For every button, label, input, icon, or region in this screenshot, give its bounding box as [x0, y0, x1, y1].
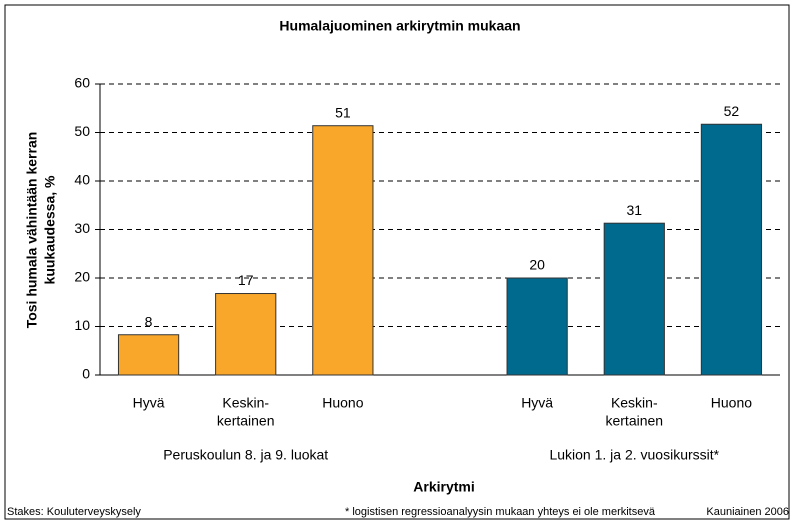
x-tick-label: kertainen [605, 413, 663, 429]
chart-title: Humalajuominen arkirytmin mukaan [279, 18, 520, 34]
value-label: 51 [335, 104, 351, 120]
value-label: 20 [529, 257, 545, 273]
chart-frame [4, 4, 790, 520]
y-tick-label: 30 [74, 220, 90, 236]
group-label: Peruskoulun 8. ja 9. luokat [163, 447, 328, 463]
footer-credit: Kauniainen 2006 [706, 506, 789, 518]
group-label: Lukion 1. ja 2. vuosikurssit* [549, 447, 719, 463]
x-tick-label: kertainen [217, 413, 275, 429]
y-axis-title: Tosi humala vähintään kerran [24, 132, 40, 329]
value-label: 8 [145, 313, 153, 329]
footer-source: Stakes: Kouluterveyskysely [7, 506, 141, 518]
bar [603, 222, 665, 376]
y-tick-label: 60 [74, 75, 90, 91]
value-label: 31 [626, 202, 642, 218]
y-axis-title: kuukaudessa, % [42, 175, 58, 284]
y-tick-label: 40 [74, 172, 90, 188]
bar [117, 334, 180, 376]
bar [312, 125, 374, 376]
x-tick-label: Keskin- [222, 395, 269, 411]
x-tick-label: Huono [322, 395, 363, 411]
x-tick-label: Hyvä [521, 395, 553, 411]
y-tick-label: 20 [74, 269, 90, 285]
bar [215, 293, 277, 376]
footer-note: * logistisen regressioanalyysin mukaan y… [345, 506, 656, 518]
x-axis-title: Arkirytmi [413, 479, 474, 495]
y-tick-label: 50 [74, 123, 90, 139]
y-tick-label: 0 [82, 366, 90, 382]
value-label: 52 [724, 103, 740, 119]
x-tick-label: Keskin- [611, 395, 658, 411]
value-label: 17 [238, 272, 254, 288]
x-tick-label: Hyvä [133, 395, 165, 411]
bar [506, 277, 568, 376]
y-tick-label: 10 [74, 317, 90, 333]
bar [700, 123, 763, 376]
x-tick-label: Huono [711, 395, 752, 411]
